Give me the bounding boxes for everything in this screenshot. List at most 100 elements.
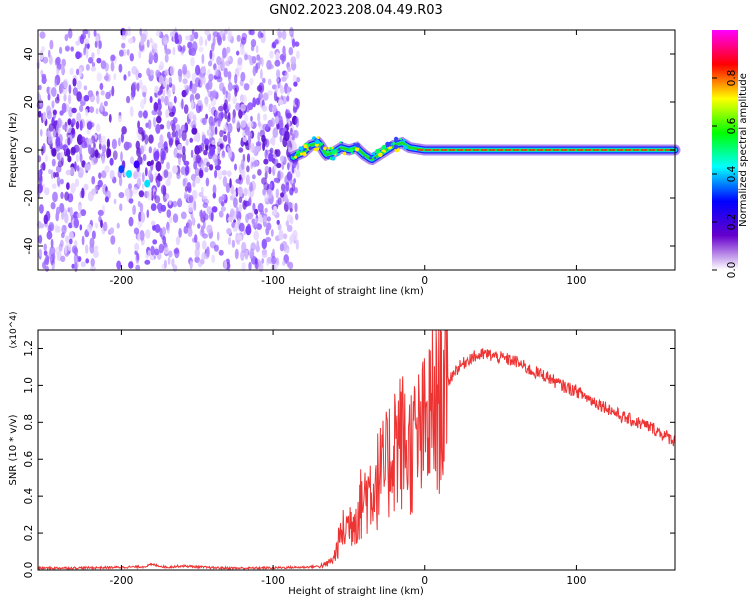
noise-cell [71,127,75,135]
noise-cell [168,199,172,206]
noise-cell [94,40,98,48]
noise-cell [67,207,71,213]
noise-cell [174,130,179,139]
noise-cell [262,113,268,121]
trace-speck [291,153,295,157]
noise-cell [271,256,277,265]
trace-speck [337,148,341,151]
noise-cell [38,234,43,244]
noise-cell [172,213,179,223]
noise-cell [158,64,164,71]
snr-frame [37,329,676,571]
noise-cell [168,77,173,85]
noise-cell [279,243,284,252]
spectrogram-heatmap [36,26,301,273]
noise-cell [81,136,86,143]
noise-cell [208,73,214,82]
noise-cell [148,169,153,180]
noise-cell [117,246,121,255]
noise-cell [286,85,291,96]
noise-cell [172,200,178,208]
noise-cell [212,35,216,47]
noise-cell [128,216,134,227]
noise-cell [152,239,158,245]
noise-cell [189,34,195,42]
noise-cell [250,161,253,169]
noise-cell [204,166,209,173]
noise-cell [226,56,231,62]
noise-cell [63,94,67,102]
trace-speck [371,152,376,156]
noise-cell [162,89,166,97]
noise-cell [85,108,88,117]
noise-cell [274,39,279,45]
noise-cell [204,138,210,146]
noise-cell [68,84,72,94]
noise-cell [209,164,214,171]
noise-cell [146,190,153,201]
noise-cell [272,127,279,138]
noise-cell [157,90,162,96]
noise-cell [60,239,64,248]
trace-speck [399,138,403,141]
noise-cell [286,122,289,131]
trace-speck [292,157,295,160]
noise-cell [50,202,56,210]
noise-cell [211,139,216,145]
noise-cell [291,182,296,192]
noise-cell [240,103,246,112]
noise-cell [185,138,189,146]
noise-cell [139,145,145,155]
noise-cell [206,246,210,258]
noise-cell [69,238,73,245]
noise-cell [175,236,181,246]
noise-cell [255,63,258,74]
noise-cell [217,146,221,154]
noise-cell [178,72,182,83]
noise-cell [42,143,46,154]
noise-cell [190,56,195,67]
noise-cell [194,167,200,177]
noise-cell [279,135,283,143]
noise-cell [88,193,95,200]
noise-cell [212,153,218,163]
noise-cell [90,66,97,72]
noise-cell [245,225,252,236]
noise-cell [91,52,95,59]
snr-y-multiplier: (x10^4) [9,311,19,348]
snr-x-axis-label: Height of straight line (km) [288,586,424,597]
noise-cell [141,172,145,183]
noise-cell [275,51,280,62]
noise-cell [77,167,84,178]
y-tick-label: 0.6 [23,451,35,468]
noise-cell [278,115,283,126]
noise-cell [164,95,169,106]
noise-cell [276,162,282,169]
noise-cell [96,152,101,159]
noise-cell [261,258,265,264]
noise-cell [116,260,122,270]
noise-cell [242,94,247,103]
noise-cell [211,206,218,213]
noise-cell [157,110,163,117]
noise-cell [183,84,188,90]
trace-speck [373,157,377,160]
noise-cell [100,60,107,70]
noise-cell [50,169,54,180]
noise-cell [81,160,86,168]
noise-cell [249,77,254,86]
noise-cell [224,110,228,120]
noise-cell [160,204,167,212]
noise-cell [133,227,140,235]
noise-cell [64,34,69,42]
noise-cell [187,41,193,49]
noise-cell [38,248,43,257]
noise-cell [295,239,299,251]
noise-cell [79,67,82,78]
noise-cell [177,143,183,151]
noise-cell [167,227,170,234]
noise-cell [245,174,250,186]
colorbar-ticks: 0.0 0.2 0.4 0.6 0.8 [712,70,738,278]
noise-cell [112,150,118,161]
chart-title: GN02.2023.208.04.49.R03 [269,3,443,18]
